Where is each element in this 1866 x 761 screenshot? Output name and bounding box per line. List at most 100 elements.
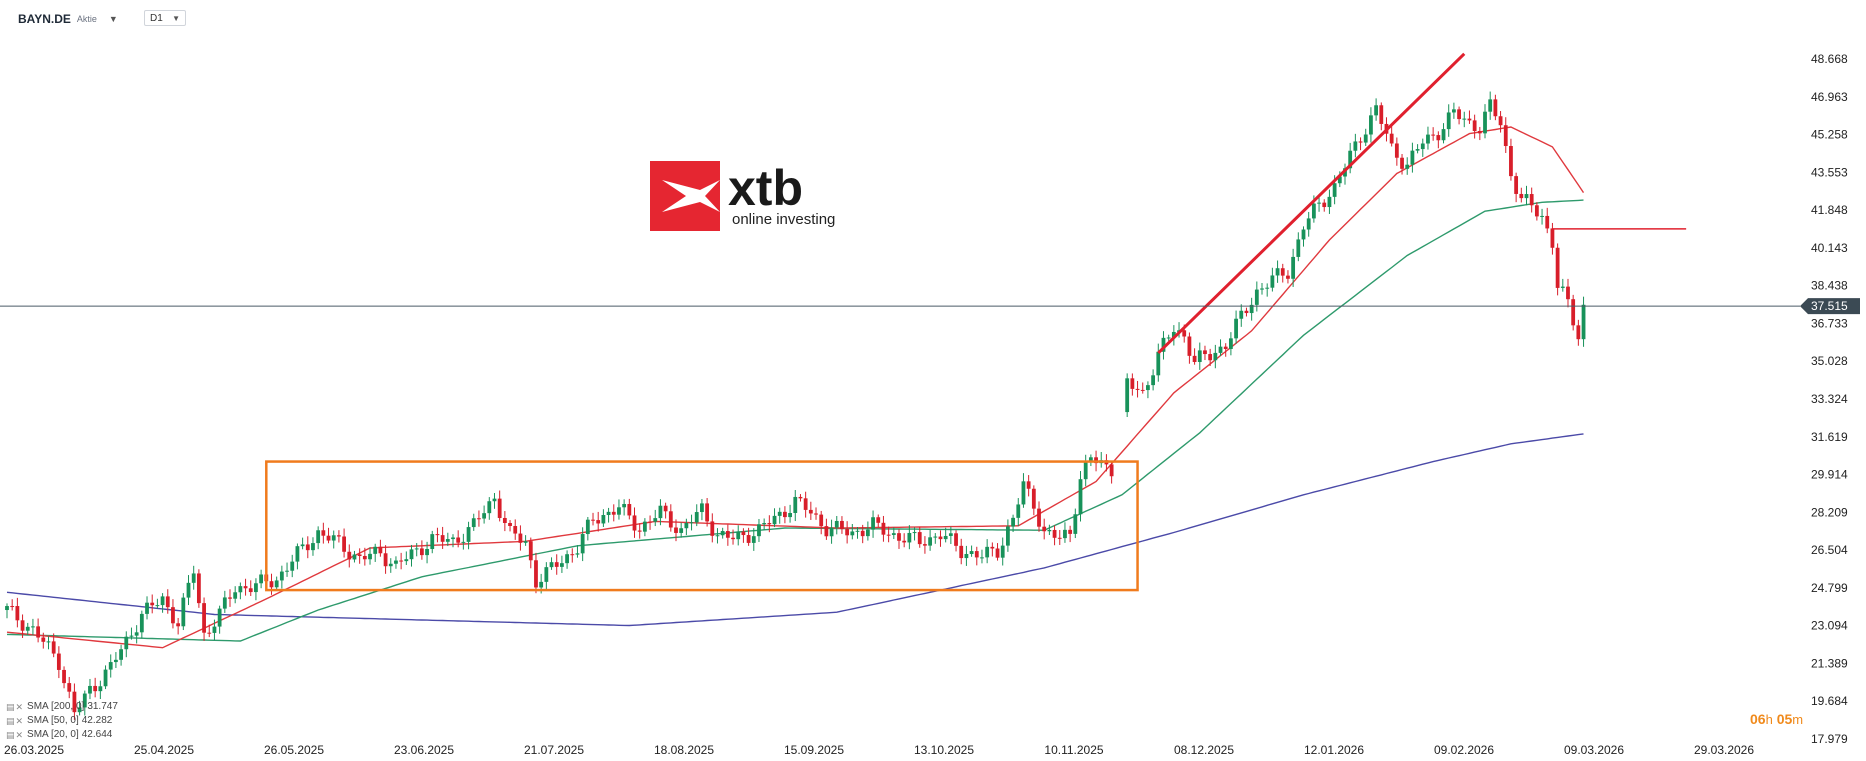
candle-body <box>974 551 979 558</box>
candle-body <box>1021 481 1026 505</box>
candle-body <box>1483 111 1487 134</box>
candle-body <box>928 537 933 546</box>
candle-body <box>891 533 896 535</box>
candle-body <box>477 518 481 520</box>
candle-body <box>1275 268 1280 276</box>
x-tick-label: 13.10.2025 <box>914 743 974 757</box>
legend-item[interactable]: ▤✕ SMA [20, 0] 42.644 <box>6 728 118 742</box>
candle-body <box>321 530 326 536</box>
candle-body <box>394 560 398 564</box>
candle-body <box>560 563 564 567</box>
candle-body <box>751 536 756 543</box>
candle-body <box>528 541 533 561</box>
y-tick-label: 40.143 <box>1811 241 1848 255</box>
candle-body <box>1322 202 1327 208</box>
candle-body <box>482 513 487 519</box>
x-tick-label: 15.09.2025 <box>784 743 844 757</box>
candle-body <box>1472 120 1477 131</box>
candle-body <box>1457 109 1461 120</box>
candle-body <box>1441 129 1446 141</box>
candle-body <box>388 563 393 567</box>
candle-body <box>82 693 87 708</box>
candle-body <box>534 560 538 588</box>
candle-body <box>1467 118 1472 121</box>
indicator-legend: ▤✕ SMA [200, 0] 31.747 ▤✕ SMA [50, 0] 42… <box>6 700 118 742</box>
candle-body <box>1374 105 1379 116</box>
candle-body <box>881 522 886 535</box>
candle-body <box>850 531 855 536</box>
candle-body <box>259 574 264 584</box>
candle-body <box>1545 215 1550 229</box>
candle-body <box>1094 457 1098 464</box>
eye-icon[interactable]: ▤✕ <box>6 716 25 726</box>
candle-body <box>1291 256 1296 279</box>
candle-body <box>222 597 227 609</box>
candle-body <box>1426 134 1430 144</box>
candle-body <box>233 592 238 599</box>
candle-body <box>1166 337 1171 339</box>
candle-body <box>331 535 336 541</box>
candle-body <box>1550 228 1555 248</box>
candle-body <box>1234 318 1238 339</box>
candle-body <box>897 533 901 541</box>
candle-body <box>1073 514 1078 534</box>
candle-body <box>1311 203 1316 219</box>
legend-value: 42.644 <box>81 729 113 740</box>
candle-body <box>88 685 92 694</box>
candle-body <box>731 537 735 540</box>
x-tick-label: 09.02.2026 <box>1434 743 1494 757</box>
candle-body <box>720 531 725 536</box>
x-tick-label: 09.03.2026 <box>1564 743 1624 757</box>
logo-wordmark: xtb <box>728 160 803 216</box>
candle-body <box>1306 218 1311 230</box>
candle-body <box>658 505 663 519</box>
candle-body <box>1109 464 1114 477</box>
candle-body <box>1514 176 1519 194</box>
candle-body <box>290 561 295 571</box>
candle-body <box>155 605 160 607</box>
candle-body <box>1197 350 1202 362</box>
candle-body <box>1000 545 1005 558</box>
candle-body <box>176 623 181 627</box>
candle-body <box>741 531 746 536</box>
candle-body <box>103 669 108 687</box>
candle-body <box>5 606 9 611</box>
candle-body <box>1057 537 1062 539</box>
candle-body <box>808 509 813 514</box>
eye-icon[interactable]: ▤✕ <box>6 702 25 712</box>
legend-item[interactable]: ▤✕ SMA [50, 0] 42.282 <box>6 714 118 728</box>
candle-body <box>119 649 123 660</box>
candle-body <box>186 582 191 598</box>
candle-body <box>497 498 502 518</box>
candle-body <box>653 518 658 522</box>
x-tick-label: 12.01.2026 <box>1304 743 1364 757</box>
candle-body <box>1146 385 1150 391</box>
candle-body <box>871 517 875 530</box>
candle-body <box>1052 529 1057 538</box>
candle-body <box>487 501 492 514</box>
eye-icon[interactable]: ▤✕ <box>6 730 25 740</box>
x-tick-label: 08.12.2025 <box>1174 743 1234 757</box>
candle-body <box>466 527 471 542</box>
xtb-logo: xtb online investing <box>650 160 835 231</box>
candle-body <box>342 536 346 552</box>
symbol-selector[interactable]: BAYN.DE Aktie ▼ <box>18 10 118 28</box>
candle-body <box>917 532 922 545</box>
timeframe-selector[interactable]: D1 ▼ <box>144 10 186 26</box>
candle-body <box>783 511 787 518</box>
chevron-down-icon[interactable]: ▼ <box>108 14 118 24</box>
candle-body <box>352 554 357 560</box>
candle-body <box>362 555 367 560</box>
candle-body <box>1358 141 1363 143</box>
candle-body <box>181 597 186 627</box>
uptrend-line <box>1157 52 1466 355</box>
candle-body <box>1239 310 1244 319</box>
candle-body <box>300 544 305 547</box>
candle-body <box>617 507 621 515</box>
candle-body <box>1566 286 1570 300</box>
candle-body <box>1503 125 1508 147</box>
candle-body <box>1446 112 1451 130</box>
legend-item[interactable]: ▤✕ SMA [200, 0] 31.747 <box>6 700 118 714</box>
candle-body <box>1576 325 1581 340</box>
